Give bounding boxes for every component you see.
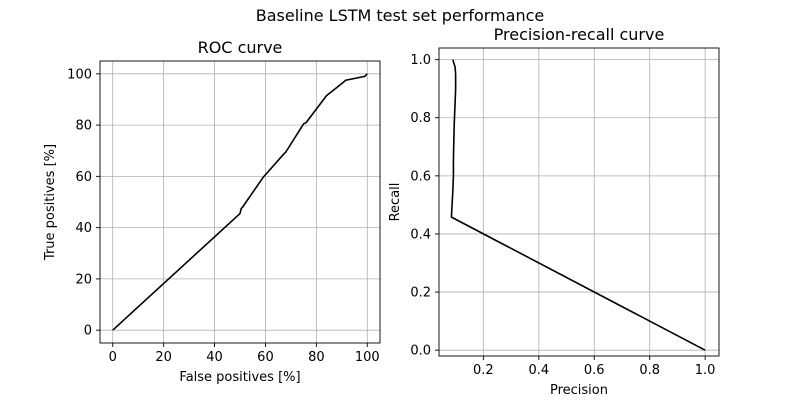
y-tick-label: 0.2 (410, 286, 431, 301)
y-tick-label: 100 (67, 67, 92, 82)
x-tick-label: 0.2 (473, 363, 494, 378)
x-tick-label: 0 (109, 350, 117, 365)
chart-panel-2: 0.2 0.4 0.6 0.8 1.0 0.0 0.2 0.4 0.6 0.8 1.0 Precisi… (388, 25, 720, 398)
subplot-title: ROC curve (198, 38, 283, 57)
y-tick-label: 80 (75, 119, 92, 134)
x-tick-label: 1.0 (695, 363, 716, 378)
axes-frame (99, 60, 381, 344)
y-axis-label: True positives [%] (43, 144, 58, 261)
y-tick-label: 0.8 (410, 111, 431, 126)
x-tick-label: 100 (355, 350, 380, 365)
y-axis-label: Recall (388, 183, 403, 222)
x-tick-label: 0.8 (639, 363, 660, 378)
x-tick-label: 0.6 (584, 363, 605, 378)
axes-frame (438, 47, 720, 357)
y-tick-label: 0.6 (410, 169, 431, 184)
y-tick-label: 20 (75, 272, 92, 287)
subplot-title: Precision-recall curve (494, 25, 665, 44)
y-tick-label: 0.0 (410, 344, 431, 359)
y-tick-label: 40 (75, 221, 92, 236)
figure-title: Baseline LSTM test set performance (255, 6, 545, 25)
x-axis-label: Precision (550, 383, 608, 398)
y-tick-label: 0 (84, 324, 92, 339)
series-line-1 (450, 59, 706, 351)
x-axis-label: False positives [%] (179, 370, 300, 385)
x-tick-label: 0.4 (528, 363, 549, 378)
x-tick-label: 80 (308, 350, 325, 365)
y-tick-label: 1.0 (410, 53, 431, 68)
x-tick-label: 20 (155, 350, 172, 365)
series-line-1 (112, 73, 368, 331)
chart-panel-1: 0 20 40 60 80 100 0 20 40 60 80 100 ROC curve False p… (43, 38, 381, 385)
x-tick-label: 60 (257, 350, 274, 365)
y-tick-label: 0.4 (410, 227, 431, 242)
y-tick-label: 60 (75, 170, 92, 185)
x-tick-label: 40 (206, 350, 223, 365)
